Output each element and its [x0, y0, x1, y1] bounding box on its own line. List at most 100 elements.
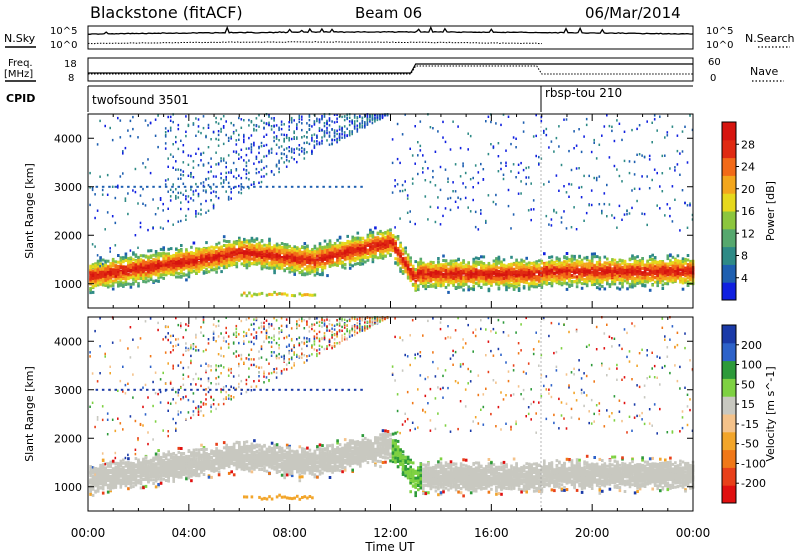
heatmap-cell — [106, 273, 110, 277]
heatmap-cell — [353, 242, 357, 245]
heatmap-cell — [175, 275, 178, 279]
heatmap-cell — [293, 266, 296, 270]
heatmap-cell — [480, 255, 483, 259]
heatmap-cell — [472, 276, 475, 280]
heatmap-cell — [227, 247, 231, 251]
heatmap-cell — [258, 256, 261, 260]
heatmap-cell — [293, 256, 296, 260]
heatmap-cell — [472, 288, 475, 292]
heatmap-cell — [238, 116, 240, 120]
heatmap-cell — [364, 245, 367, 249]
heatmap-cell — [369, 115, 371, 118]
heatmap-cell — [384, 238, 387, 242]
heatmap-cell — [417, 261, 420, 265]
heatmap-cell — [311, 251, 314, 255]
heatmap-cell — [220, 127, 222, 131]
heatmap-cell — [331, 120, 333, 123]
heatmap-cell — [89, 186, 91, 189]
heatmap-cell — [480, 212, 482, 215]
heatmap-cell — [144, 204, 147, 207]
heatmap-cell — [169, 115, 172, 119]
heatmap-cell — [154, 266, 158, 270]
heatmap-cell — [185, 257, 188, 260]
heatmap-cell — [240, 148, 243, 151]
heatmap-cell — [137, 202, 139, 205]
heatmap-cell — [192, 193, 195, 196]
heatmap-cell — [467, 275, 470, 279]
heatmap-cell — [480, 264, 483, 267]
heatmap-cell — [260, 267, 264, 271]
heatmap-cell — [280, 262, 284, 266]
heatmap-cell — [311, 267, 314, 271]
heatmap-cell — [313, 259, 317, 262]
nave-tick-top: 60 — [708, 57, 721, 68]
heatmap-cell — [348, 266, 352, 270]
heatmap-cell — [104, 272, 107, 276]
heatmap-cell — [452, 272, 455, 276]
heatmap-cell — [318, 142, 321, 146]
heatmap-cell — [101, 262, 104, 266]
heatmap-cell — [200, 258, 203, 262]
power-scatter — [89, 113, 695, 298]
heatmap-cell — [182, 144, 185, 147]
heatmap-cell — [177, 275, 181, 279]
heatmap-cell — [389, 236, 392, 240]
heatmap-cell — [177, 147, 180, 151]
heatmap-cell — [321, 115, 323, 118]
heatmap-cell — [318, 118, 321, 121]
heatmap-cell — [306, 293, 309, 297]
heatmap-cell — [343, 250, 347, 254]
heatmap-cell — [243, 140, 245, 144]
heatmap-cell — [369, 228, 372, 232]
heatmap-cell — [449, 148, 452, 151]
heatmap-cell — [296, 260, 299, 264]
heatmap-cell — [187, 267, 191, 271]
heatmap-cell — [477, 271, 481, 275]
heatmap-cell — [422, 284, 425, 288]
heatmap-cell — [341, 127, 343, 130]
heatmap-cell — [318, 246, 322, 250]
heatmap-cell — [326, 256, 329, 260]
heatmap-cell — [263, 248, 266, 252]
heatmap-cell — [225, 264, 228, 268]
heatmap-cell — [248, 124, 250, 127]
heatmap-cell — [391, 138, 394, 141]
heatmap-cell — [452, 283, 455, 287]
heatmap-cell — [195, 256, 198, 260]
heatmap-cell — [417, 284, 420, 288]
heatmap-cell — [444, 207, 447, 210]
heatmap-cell — [462, 288, 465, 292]
heatmap-cell — [217, 138, 220, 141]
heatmap-cell — [268, 123, 270, 126]
heatmap-cell — [331, 245, 334, 249]
heatmap-cell — [353, 120, 356, 123]
heatmap-cell — [250, 253, 254, 257]
heatmap-cell — [371, 121, 374, 125]
heatmap-cell — [258, 254, 261, 258]
heatmap-cell — [316, 268, 319, 272]
heatmap-cell — [248, 257, 251, 261]
heatmap-cell — [409, 275, 412, 279]
heatmap-cell — [303, 256, 307, 260]
heatmap-cell — [396, 250, 400, 254]
heatmap-cell — [348, 241, 352, 245]
heatmap-cell — [260, 244, 264, 248]
heatmap-cell — [190, 257, 193, 261]
heatmap-cell — [263, 144, 265, 147]
heatmap-cell — [96, 274, 100, 278]
heatmap-cell — [124, 252, 128, 256]
heatmap-cell — [227, 253, 231, 257]
heatmap-cell — [447, 262, 450, 266]
heatmap-cell — [454, 265, 458, 269]
heatmap-cell — [106, 278, 110, 282]
heatmap-cell — [202, 270, 206, 274]
heatmap-cell — [381, 115, 384, 118]
heatmap-cell — [263, 264, 266, 268]
heatmap-cell — [197, 212, 200, 215]
heatmap-cell — [323, 134, 326, 137]
heatmap-cell — [447, 269, 450, 273]
heatmap-cell — [215, 266, 218, 270]
heatmap-cell — [212, 262, 216, 265]
heatmap-cell — [318, 254, 322, 257]
heatmap-cell — [364, 122, 366, 126]
